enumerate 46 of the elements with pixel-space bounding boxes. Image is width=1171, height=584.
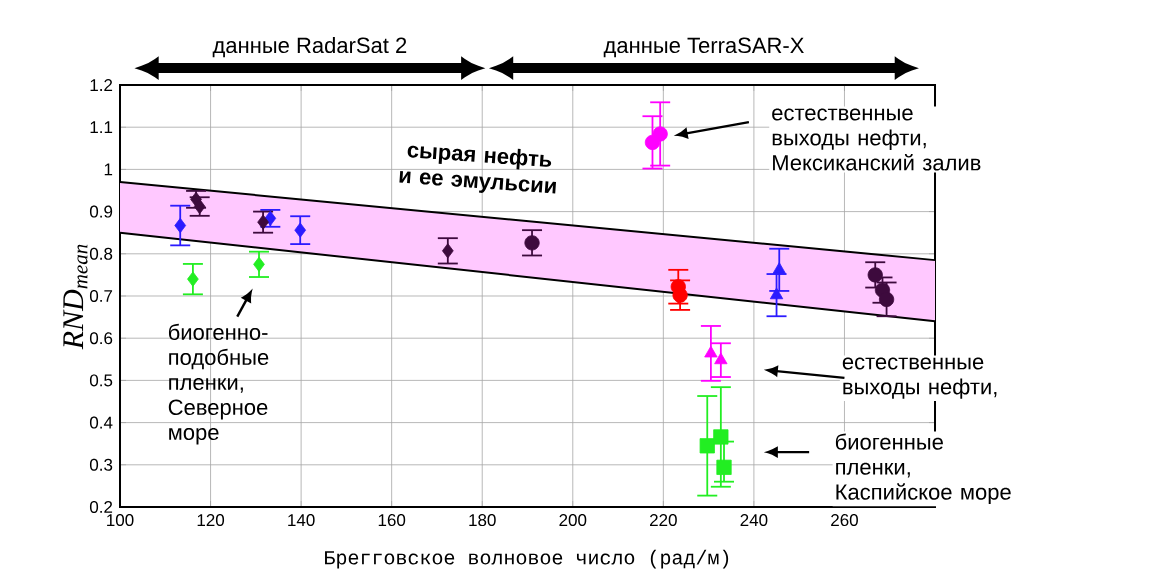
y-tick-label: 0.9 (89, 205, 113, 218)
point (699, 438, 715, 454)
y-tick-label: 0.3 (89, 458, 113, 471)
x-tick-label: 140 (288, 514, 315, 527)
annotation: биогенно-подобные пленки, Северное море (168, 323, 269, 445)
x-tick-label: 180 (469, 514, 496, 527)
point (253, 256, 265, 272)
annotation: естественные выходы нефти, (842, 357, 997, 399)
y-tick-label: 0.4 (89, 416, 113, 429)
point (716, 459, 732, 475)
y-tick-label: 0.6 (89, 332, 113, 345)
x-tick-label: 100 (107, 514, 134, 527)
y-axis-title: RND$_{mean}$ (63, 244, 88, 350)
point (193, 198, 206, 215)
annotation: сырая нефть и ее эмульсии (399, 145, 557, 194)
x-tick-label: 120 (197, 514, 225, 527)
y-tick-label: 0.5 (89, 374, 113, 387)
point (524, 235, 540, 251)
point (294, 222, 307, 238)
annotation: биогенные пленки, Каспийское море (835, 433, 1011, 505)
x-axis-title: Брегговское волновое число (рад/м) (325, 549, 729, 569)
point (769, 287, 784, 300)
point (772, 262, 786, 274)
point (867, 267, 883, 283)
annotation: естественные выходы нефти, Мексиканский залив (772, 108, 981, 171)
point (878, 291, 895, 307)
y-tick-label: 1.1 (90, 121, 113, 134)
x-tick-label: 240 (740, 514, 768, 527)
point (704, 345, 718, 358)
point (714, 352, 728, 365)
x-tick-label: 220 (650, 514, 677, 527)
y-tick-label: 1 (104, 163, 113, 176)
text: данные TerraSAR-X (603, 37, 804, 58)
point (652, 126, 668, 142)
point (174, 217, 187, 234)
x-tick-label: 200 (559, 514, 587, 527)
y-tick-label: 0.8 (89, 247, 113, 260)
y-tick-label: 1.2 (90, 79, 113, 91)
x-tick-label: 260 (831, 514, 858, 527)
x-tick-label: 160 (378, 514, 406, 527)
point (442, 243, 454, 259)
y-tick-label: 0.2 (89, 501, 113, 514)
y-tick-label: 0.7 (89, 289, 113, 303)
point (187, 271, 199, 287)
text: данные RadarSat 2 (212, 36, 407, 58)
point (713, 429, 729, 445)
